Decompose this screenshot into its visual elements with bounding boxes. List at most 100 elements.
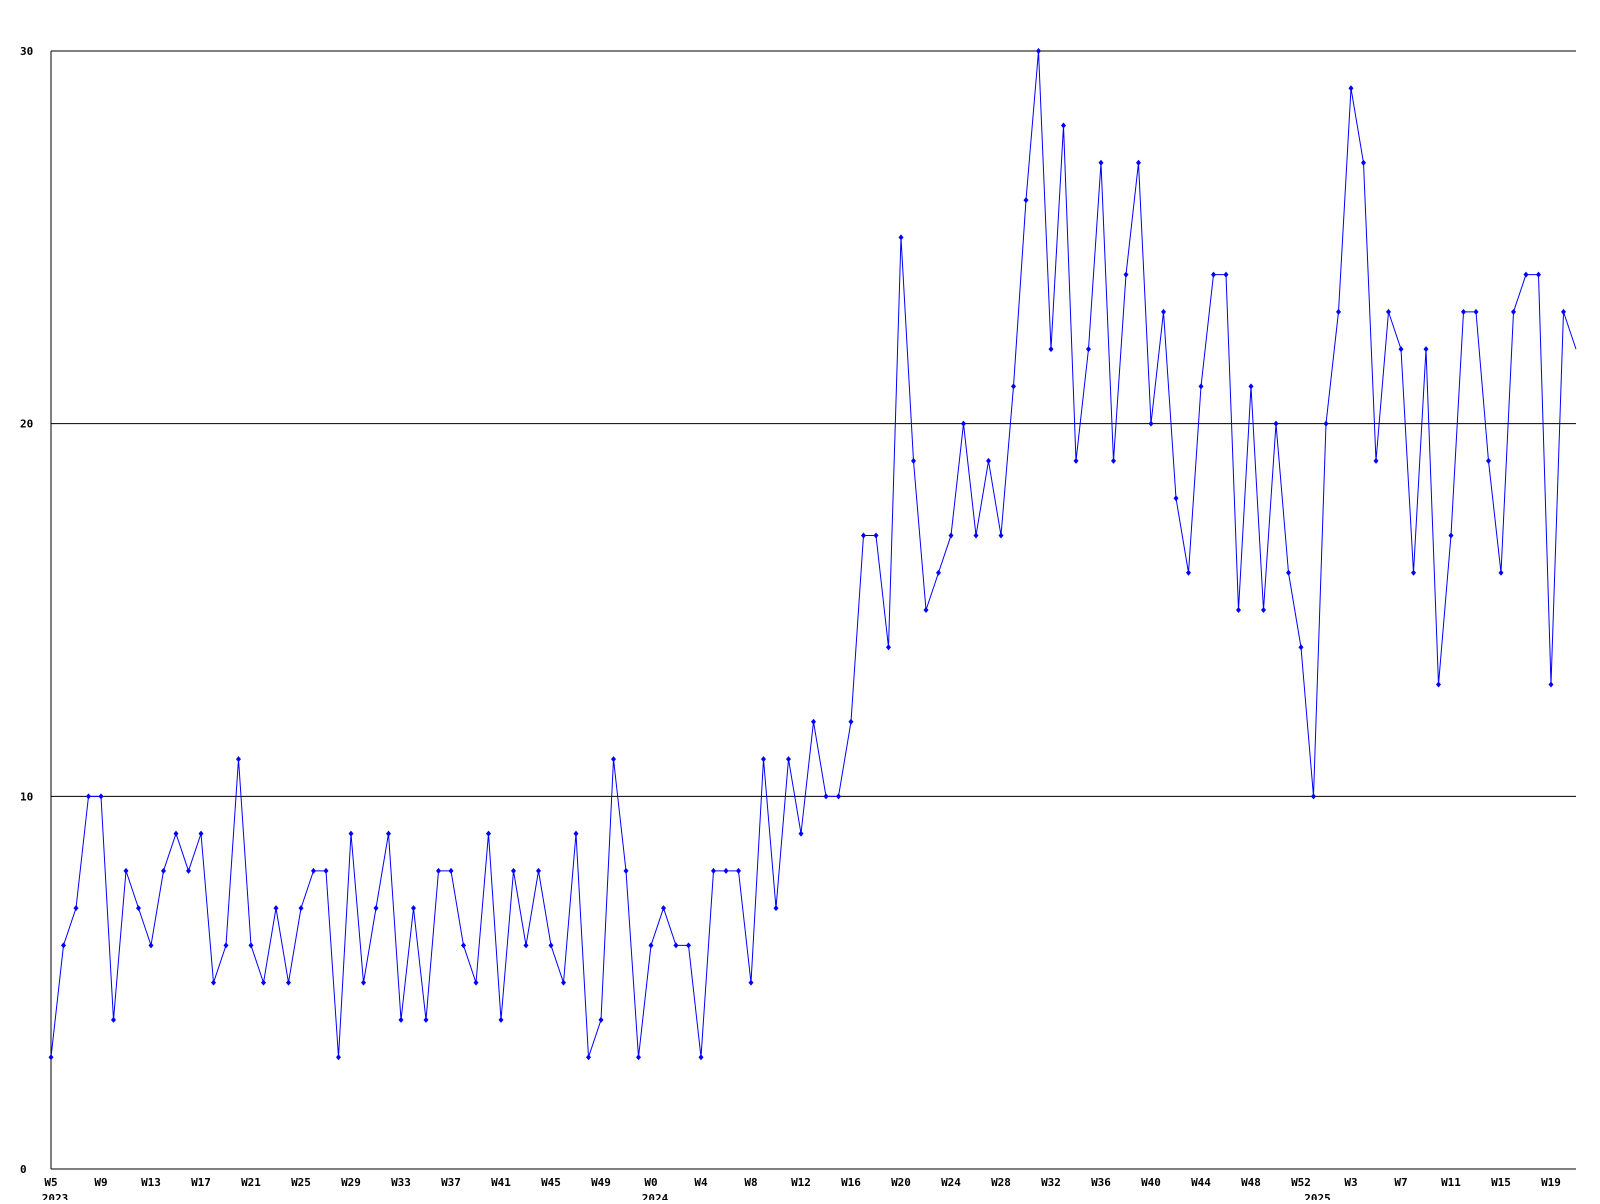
data-point xyxy=(161,867,166,874)
data-point xyxy=(1123,271,1129,278)
data-point xyxy=(811,718,816,725)
data-point xyxy=(323,867,329,874)
data-point xyxy=(836,793,841,800)
data-point xyxy=(886,644,891,651)
data-point xyxy=(536,867,541,874)
x-tick-label: W0 xyxy=(644,1176,657,1189)
data-point xyxy=(511,867,516,874)
data-point xyxy=(1211,271,1216,278)
data-point xyxy=(586,1054,591,1061)
data-point xyxy=(273,905,279,912)
data-point xyxy=(223,942,229,949)
data-point xyxy=(986,457,991,464)
y-tick-label: 30 xyxy=(20,45,33,58)
data-point xyxy=(898,234,904,241)
data-point xyxy=(98,793,104,800)
data-point xyxy=(248,942,254,949)
data-point xyxy=(1111,457,1116,464)
data-point xyxy=(1048,346,1054,353)
data-point xyxy=(1486,457,1491,464)
x-tick-label: W8 xyxy=(744,1176,757,1189)
data-point xyxy=(1498,569,1504,576)
data-point xyxy=(611,756,616,763)
data-point xyxy=(1261,607,1266,613)
data-point xyxy=(998,532,1004,539)
data-point xyxy=(936,569,941,576)
data-point xyxy=(1161,308,1166,315)
data-point xyxy=(111,1016,116,1023)
data-point xyxy=(1186,569,1191,576)
data-point xyxy=(786,756,791,763)
data-point xyxy=(73,905,79,912)
x-tick-label: W24 xyxy=(941,1176,961,1189)
data-point xyxy=(686,942,691,949)
data-point xyxy=(148,942,154,949)
x-tick-label: W19 xyxy=(1541,1176,1561,1189)
x-tick-label: W48 xyxy=(1241,1176,1261,1189)
data-point xyxy=(398,1016,404,1023)
data-point xyxy=(236,756,241,763)
data-point xyxy=(561,979,566,986)
x-tick-label: W13 xyxy=(141,1176,161,1189)
data-point xyxy=(198,830,204,837)
data-point xyxy=(523,942,529,949)
data-point xyxy=(361,979,366,986)
data-point xyxy=(948,532,954,539)
data-point xyxy=(1248,383,1254,390)
x-tick-label: W37 xyxy=(441,1176,461,1189)
data-point xyxy=(136,905,141,912)
data-point xyxy=(798,830,804,837)
data-point xyxy=(823,793,829,800)
data-point xyxy=(861,532,866,539)
x-tick-label: W15 xyxy=(1491,1176,1511,1189)
data-point xyxy=(211,979,216,986)
data-point xyxy=(423,1016,429,1023)
data-point xyxy=(186,867,191,874)
data-point xyxy=(373,905,379,912)
x-tick-label: W28 xyxy=(991,1176,1011,1189)
data-point xyxy=(1373,457,1379,464)
data-point xyxy=(336,1054,341,1061)
data-point xyxy=(1561,308,1566,315)
x-tick-label: W20 xyxy=(891,1176,911,1189)
data-point xyxy=(486,830,491,837)
data-point xyxy=(1473,308,1479,315)
data-point xyxy=(1311,793,1316,800)
data-point xyxy=(298,905,304,912)
data-point xyxy=(1298,644,1304,651)
data-point xyxy=(923,607,929,613)
data-point xyxy=(286,979,291,986)
data-point xyxy=(1073,457,1079,464)
data-point xyxy=(573,830,579,837)
data-point xyxy=(386,830,391,837)
data-point xyxy=(311,867,316,874)
data-point xyxy=(736,867,741,874)
data-point xyxy=(461,942,466,949)
data-point xyxy=(498,1016,504,1023)
x-tick-label: W29 xyxy=(341,1176,361,1189)
data-point xyxy=(173,830,179,837)
x-tick-label: W11 xyxy=(1441,1176,1461,1189)
data-point xyxy=(1148,420,1154,427)
data-point xyxy=(1398,346,1404,353)
x-tick-label: W4 xyxy=(694,1176,708,1189)
data-point xyxy=(436,867,441,874)
data-point xyxy=(1323,420,1329,427)
data-point xyxy=(623,867,629,874)
data-point xyxy=(411,905,416,912)
data-point xyxy=(1461,308,1466,315)
x-tick-label: W36 xyxy=(1091,1176,1111,1189)
data-point xyxy=(1411,569,1416,576)
x-tick-label: W52 xyxy=(1291,1176,1311,1189)
data-point xyxy=(61,942,66,949)
x-tick-label: W41 xyxy=(491,1176,511,1189)
data-point xyxy=(848,718,854,725)
data-point xyxy=(1223,271,1229,278)
data-point xyxy=(548,942,554,949)
data-point xyxy=(1423,346,1429,353)
data-point xyxy=(1386,308,1391,315)
x-tick-label: W9 xyxy=(94,1176,107,1189)
x-tick-label: W5 xyxy=(44,1176,57,1189)
data-point xyxy=(636,1054,641,1061)
